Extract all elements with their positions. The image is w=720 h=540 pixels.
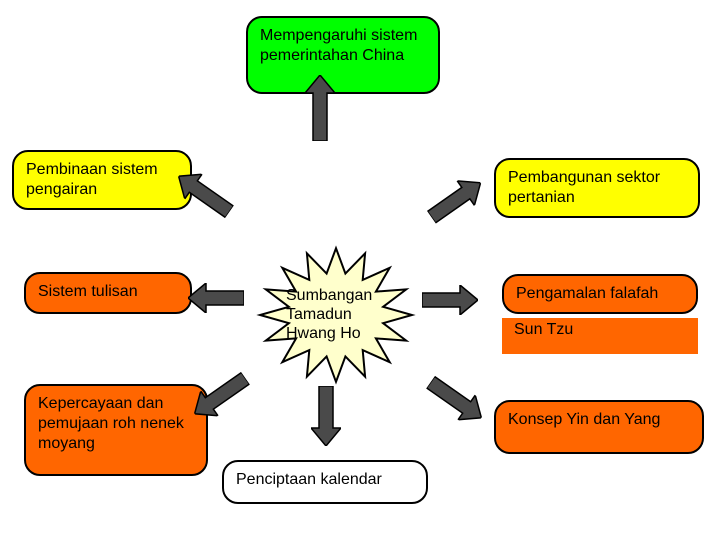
node-bottom: Penciptaan kalendar <box>222 460 428 504</box>
arrow <box>422 285 478 315</box>
arrow <box>186 366 254 426</box>
arrow <box>305 75 335 141</box>
arrow <box>188 283 244 313</box>
arrow <box>311 386 341 446</box>
node-lowright: Konsep Yin dan Yang <box>494 400 704 454</box>
node-midright2: Sun Tzu <box>502 318 698 354</box>
arrow <box>422 370 490 430</box>
center-starburst: Sumbangan Tamadun Hwang Ho <box>256 240 416 390</box>
node-upleft: Pembinaan sistem pengairan <box>12 150 192 210</box>
node-lowleft: Kepercayaan dan pemujaan roh nenek moyan… <box>24 384 208 476</box>
arrow <box>423 171 489 230</box>
arrow <box>170 164 238 224</box>
node-upright: Pembangunan sektor pertanian <box>494 158 700 218</box>
node-midleft: Sistem tulisan <box>24 272 192 314</box>
node-midright: Pengamalan falafah <box>502 274 698 314</box>
node-top: Mempengaruhi sistem pemerintahan China <box>246 16 440 94</box>
center-label: Sumbangan Tamadun Hwang Ho <box>286 286 386 344</box>
